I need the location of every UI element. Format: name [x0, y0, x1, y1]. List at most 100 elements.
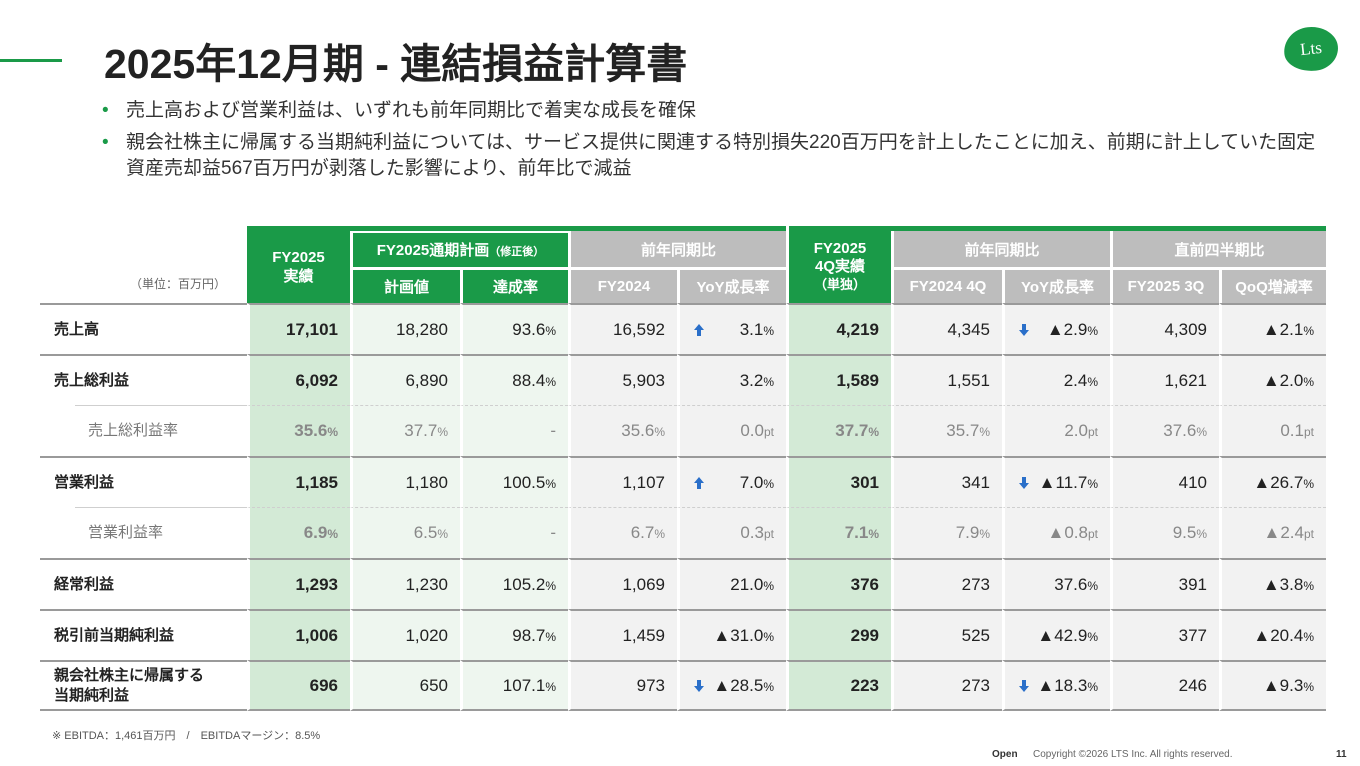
cell-q4-yoy-rate: ▲2.9% — [1002, 303, 1110, 354]
cell-value: 6.5 — [413, 523, 438, 542]
arrow-up-icon — [694, 476, 704, 489]
cell-unit: % — [1303, 578, 1314, 593]
cell-q4-yoy-rate: 37.6% — [1002, 558, 1110, 609]
cell-fy2024: 1,107 — [568, 456, 677, 507]
cell-value: ▲2.9 — [1046, 319, 1088, 339]
cell-fy2025-3q: 37.6% — [1110, 405, 1219, 456]
cell-value: 1,230 — [405, 574, 448, 594]
cell-fy2025-actual: 17,101 — [247, 303, 350, 354]
cell-value: 16,592 — [613, 319, 665, 339]
cell-unit: % — [979, 527, 990, 541]
cell-value: ▲11.7 — [1038, 472, 1088, 492]
cell-value: 3.1 — [739, 319, 764, 339]
cell-value: 391 — [1178, 574, 1207, 594]
table-row: 営業利益率 6.9% 6.5% -6.7% 0.3pt 7.1% 7.9% ▲0.8pt 9.5… — [40, 507, 1326, 558]
cell-q4-actual: 7.1% — [786, 507, 891, 558]
cell-unit: % — [545, 374, 556, 389]
cell-value: 1,621 — [1164, 370, 1207, 390]
cell-value: ▲20.4 — [1253, 625, 1304, 645]
cell-fy2024: 1,459 — [568, 609, 677, 660]
table-row: 親会社株主に帰属する 当期純利益 696 650 107.1% 973 ▲28.5% 223… — [40, 660, 1326, 711]
cell-value: 1,459 — [622, 625, 665, 645]
cell-value: 35.7 — [946, 421, 980, 440]
cell-qoq-rate: ▲2.4pt — [1219, 507, 1326, 558]
header-4q-actual: FY2025 4Q実績 （単独） — [786, 231, 891, 303]
cell-plan-value: 650 — [350, 660, 460, 711]
cell-qoq-rate: ▲26.7% — [1219, 456, 1326, 507]
cell-value: 6,092 — [295, 370, 338, 390]
cell-fy2025-3q: 391 — [1110, 558, 1219, 609]
cell-q4-yoy-rate: ▲18.3% — [1002, 660, 1110, 711]
cell-value: 6,890 — [405, 370, 448, 390]
cell-fy2025-actual: 1,006 — [247, 609, 350, 660]
header-yoy-group: 前年同期比 — [568, 231, 786, 267]
cell-unit: % — [1196, 425, 1207, 439]
cell-value: 299 — [850, 625, 879, 645]
page-title: 2025年12月期 - 連結損益計算書 — [104, 41, 688, 87]
cell-unit: % — [1087, 323, 1098, 338]
cell-unit: % — [545, 578, 556, 593]
cell-unit: pt — [763, 527, 774, 541]
cell-value: 273 — [961, 574, 990, 594]
table-row: 売上総利益率 35.6% 37.7% -35.6% 0.0pt 37.7% 35.7% 2.0… — [40, 405, 1326, 456]
arrow-down-icon — [1019, 679, 1029, 692]
cell-unit: % — [763, 323, 774, 338]
cell-value: ▲3.8 — [1262, 574, 1304, 594]
cell-unit: pt — [1303, 527, 1314, 541]
cell-achievement: - — [460, 507, 568, 558]
cell-value: ▲26.7 — [1253, 472, 1304, 492]
header-4q-yoy-rate: YoY成長率 — [1002, 267, 1110, 303]
cell-fy2024-4q: 273 — [891, 660, 1002, 711]
header-qoq-rate: QoQ増減率 — [1219, 267, 1326, 303]
cell-fy2025-actual: 6.9% — [247, 507, 350, 558]
header-fy2024: FY2024 — [568, 267, 677, 303]
cell-fy2025-3q: 1,621 — [1110, 354, 1219, 405]
cell-value: ▲18.3 — [1037, 675, 1088, 695]
cell-plan-value: 6.5% — [350, 507, 460, 558]
cell-value: 376 — [850, 574, 879, 594]
cell-unit: % — [1303, 629, 1314, 644]
cell-fy2025-actual: 1,293 — [247, 558, 350, 609]
income-statement-table: FY2025 実績 FY2025通期計画（修正後） 前年同期比 FY2025 4… — [40, 226, 1326, 711]
q4-actual-note: （単独） — [813, 277, 866, 292]
cell-unit: % — [545, 476, 556, 491]
cell-value: 1,180 — [405, 472, 448, 492]
row-label: 売上総利益 — [40, 354, 247, 405]
cell-achievement: 105.2% — [460, 558, 568, 609]
cell-qoq-rate: 0.1pt — [1219, 405, 1326, 456]
cell-q4-yoy-rate: 2.0pt — [1002, 405, 1110, 456]
copyright: Copyright ©2026 LTS Inc. All rights rese… — [1033, 749, 1233, 760]
arrow-down-icon — [694, 679, 704, 692]
cell-plan-value: 1,180 — [350, 456, 460, 507]
cell-q4-actual: 4,219 — [786, 303, 891, 354]
cell-unit: % — [1087, 476, 1098, 491]
cell-plan-value: 1,230 — [350, 558, 460, 609]
cell-fy2025-3q: 377 — [1110, 609, 1219, 660]
cell-fy2024-4q: 341 — [891, 456, 1002, 507]
cell-fy2024-4q: 1,551 — [891, 354, 1002, 405]
cell-fy2024-4q: 7.9% — [891, 507, 1002, 558]
title-accent-line — [0, 59, 62, 62]
table-row: 税引前当期純利益 1,006 1,020 98.7% 1,459 ▲31.0% 299 525… — [40, 609, 1326, 660]
cell-value: 18,280 — [396, 319, 448, 339]
cell-value: 6.9 — [303, 523, 328, 542]
cell-value: 4,345 — [947, 319, 990, 339]
cell-plan-value: 1,020 — [350, 609, 460, 660]
bullet-item: • 売上高および営業利益は、いずれも前年同期比で着実な成長を確保 — [102, 98, 1316, 124]
cell-plan-value: 6,890 — [350, 354, 460, 405]
cell-q4-yoy-rate: ▲11.7% — [1002, 456, 1110, 507]
header-yoy-rate: YoY成長率 — [677, 267, 786, 303]
ebitda-footnote: ※ EBITDA：1,461百万円 / EBITDAマージン：8.5% — [52, 730, 321, 742]
cell-fy2025-actual: 35.6% — [247, 405, 350, 456]
cell-yoy-rate: 0.0pt — [677, 405, 786, 456]
cell-qoq-rate: ▲2.0% — [1219, 354, 1326, 405]
cell-value: 696 — [309, 675, 338, 695]
cell-unit: % — [545, 323, 556, 338]
bullet-item: • 親会社株主に帰属する当期純利益については、サービス提供に関連する特別損失220… — [102, 130, 1316, 182]
plan-group-label: FY2025通期計画 — [376, 241, 490, 259]
cell-fy2024: 35.6% — [568, 405, 677, 456]
cell-value: ▲42.9 — [1037, 625, 1088, 645]
cell-value: 17,101 — [286, 319, 338, 339]
cell-value: 1,006 — [295, 625, 338, 645]
header-4q-yoy-group: 前年同期比 — [891, 231, 1110, 267]
